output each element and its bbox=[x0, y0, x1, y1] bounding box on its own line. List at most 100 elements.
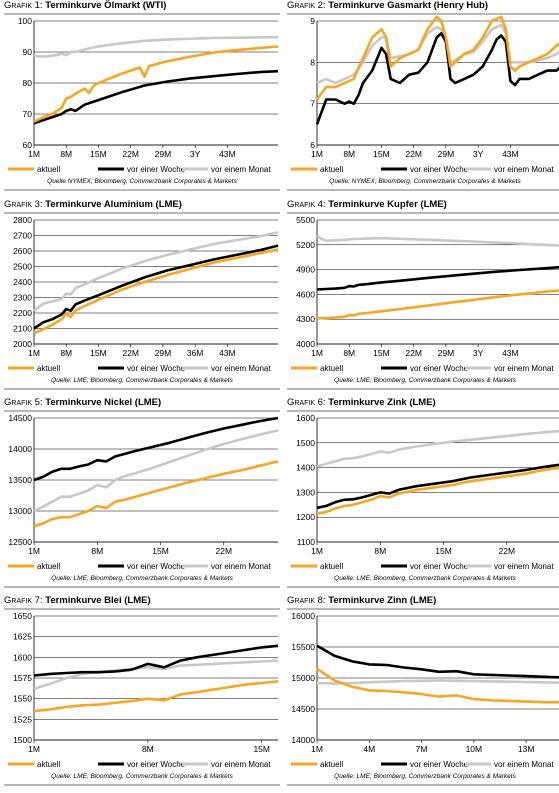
series-line-monat bbox=[316, 234, 559, 247]
legend-label: vor einer Woche bbox=[127, 760, 186, 769]
series-line-woche bbox=[33, 69, 279, 125]
y-tick-label: 1625 bbox=[13, 632, 32, 642]
y-tick-label: 80 bbox=[23, 78, 33, 88]
bottom-rule bbox=[287, 784, 559, 786]
chart-panel-4: Grafik 4: Terminkurve Kupfer (LME) 4000 43… bbox=[287, 199, 559, 397]
x-tick-label: 36M bbox=[187, 348, 204, 358]
legend-label: vor einem Monat bbox=[211, 165, 271, 174]
legend-item-monat: vor einem Monat bbox=[465, 562, 554, 571]
source-note: Quelle: LME; Bloomberg, Commerzbank Corp… bbox=[51, 773, 233, 780]
y-tick-label: 90 bbox=[23, 47, 33, 57]
y-tick-label: 14500 bbox=[291, 704, 315, 714]
legend-item-woche: vor einer Woche bbox=[98, 760, 186, 769]
legend-label: vor einer Woche bbox=[127, 364, 186, 373]
y-tick-label: 15000 bbox=[291, 673, 315, 683]
y-tick-label: 1100 bbox=[297, 537, 316, 547]
y-tick-label: 4600 bbox=[296, 289, 315, 299]
legend-item-monat: vor einem Monat bbox=[182, 562, 271, 571]
series-line-aktuell bbox=[315, 15, 559, 101]
bottom-rule bbox=[4, 586, 280, 588]
x-tick-label: 8M bbox=[343, 149, 355, 159]
bottom-rule bbox=[287, 189, 559, 191]
y-tick-label: 14000 bbox=[291, 735, 315, 745]
y-tick-label: 2600 bbox=[13, 246, 32, 256]
series-line-woche bbox=[33, 244, 279, 330]
legend-item-woche: vor einer Woche bbox=[381, 760, 469, 769]
y-tick-label: 1300 bbox=[296, 487, 315, 497]
chart-number: Grafik 3: bbox=[4, 199, 46, 210]
y-tick-label: 16000 bbox=[291, 611, 315, 621]
top-rule bbox=[287, 13, 559, 15]
chart-plot: 2000 2100 2200 2300 2400 2500 2600 2700 2800 1M 8M… bbox=[8, 215, 279, 373]
y-tick-label: 60 bbox=[23, 140, 33, 150]
series-line-woche bbox=[316, 265, 559, 291]
chart-plot: 1500 1525 1550 1575 1600 1625 1650 1M 8M 15M aktue… bbox=[8, 611, 279, 769]
chart-plot: 1100 1200 1300 1400 1500 1600 1M 8M 15M 22M aktuel… bbox=[291, 413, 559, 571]
legend-label: vor einem Monat bbox=[494, 165, 554, 174]
chart-title-text: Terminkurve Zinn (LME) bbox=[328, 595, 437, 606]
chart-title-text: Terminkurve Zink (LME) bbox=[328, 397, 436, 408]
chart-title: Grafik 4: Terminkurve Kupfer (LME) bbox=[287, 199, 559, 211]
series-line-woche bbox=[316, 463, 559, 510]
x-tick-label: 15M bbox=[90, 348, 107, 358]
chart-title-text: Terminkurve Aluminium (LME) bbox=[45, 199, 182, 210]
chart-title-text: Terminkurve Ölmarkt (WTI) bbox=[45, 0, 167, 11]
chart-panel-8: Grafik 8: Terminkurve Zinn (LME) 14000 145… bbox=[287, 595, 559, 793]
legend-label: vor einem Monat bbox=[494, 562, 554, 571]
source-note: Quelle: LME; Bloomberg, Commerzbank Corp… bbox=[51, 575, 233, 582]
legend-item-monat: vor einem Monat bbox=[182, 364, 271, 373]
series-line-monat bbox=[33, 429, 279, 513]
y-tick-label: 2300 bbox=[13, 293, 32, 303]
series-line-woche bbox=[33, 416, 279, 482]
legend-item-woche: vor einer Woche bbox=[98, 165, 186, 174]
source-note: Quelle: LME; Bloomberg, Commerzbank Corp… bbox=[51, 377, 233, 384]
series-line-aktuell bbox=[33, 248, 279, 335]
chart-panel-5: Grafik 5: Terminkurve Nickel (LME) 12500 1… bbox=[4, 397, 280, 595]
x-tick-label: 15M bbox=[152, 546, 169, 556]
x-tick-label: 10M bbox=[466, 744, 483, 754]
series-line-monat bbox=[316, 23, 559, 85]
x-tick-label: 3Y bbox=[190, 149, 201, 159]
axis-lines bbox=[316, 418, 559, 543]
bottom-rule bbox=[4, 189, 280, 191]
series-line-monat bbox=[316, 679, 559, 685]
series-line-monat bbox=[316, 429, 559, 468]
y-tick-label: 1600 bbox=[296, 413, 315, 423]
x-tick-label: 8M bbox=[60, 348, 72, 358]
legend-item-aktuell: aktuell bbox=[8, 165, 60, 174]
chart-panel-7: Grafik 7: Terminkurve Blei (LME) 1500 1525… bbox=[4, 595, 280, 793]
x-tick-label: 15M bbox=[435, 546, 452, 556]
chart-number: Grafik 4: bbox=[287, 199, 329, 210]
bottom-rule bbox=[4, 784, 280, 786]
x-tick-label: 1M bbox=[311, 149, 323, 159]
x-tick-label: 8M bbox=[374, 546, 386, 556]
y-tick-label: 5200 bbox=[296, 240, 315, 250]
top-rule bbox=[287, 410, 559, 412]
legend-label: vor einem Monat bbox=[211, 562, 271, 571]
legend-label: vor einer Woche bbox=[127, 165, 186, 174]
legend-label: vor einer Woche bbox=[410, 165, 469, 174]
series-line-aktuell bbox=[316, 289, 559, 320]
legend-item-monat: vor einem Monat bbox=[465, 165, 554, 174]
chart-number: Grafik 2: bbox=[287, 0, 329, 11]
x-tick-label: 43M bbox=[502, 348, 519, 358]
y-tick-label: 1575 bbox=[13, 673, 32, 683]
series-line-aktuell bbox=[33, 680, 279, 713]
chart-panel-6: Grafik 6: Terminkurve Zink (LME) 1100 1200… bbox=[287, 397, 559, 595]
y-tick-label: 14500 bbox=[8, 413, 32, 423]
x-tick-label: 8M bbox=[91, 546, 103, 556]
x-tick-label: 1M bbox=[311, 744, 323, 754]
x-tick-label: 29M bbox=[155, 348, 172, 358]
y-tick-label: 14000 bbox=[8, 444, 32, 454]
x-tick-label: 22M bbox=[216, 546, 233, 556]
legend-label: aktuell bbox=[37, 165, 60, 174]
chart-title: Grafik 5: Terminkurve Nickel (LME) bbox=[4, 397, 280, 409]
y-tick-label: 9 bbox=[310, 16, 315, 26]
legend-label: vor einem Monat bbox=[494, 364, 554, 373]
legend-item-aktuell: aktuell bbox=[291, 760, 343, 769]
series-line-woche bbox=[316, 644, 559, 679]
x-tick-label: 29M bbox=[438, 348, 455, 358]
x-tick-label: 4M bbox=[363, 744, 375, 754]
x-tick-label: 1M bbox=[311, 348, 323, 358]
x-tick-label: 22M bbox=[405, 348, 422, 358]
